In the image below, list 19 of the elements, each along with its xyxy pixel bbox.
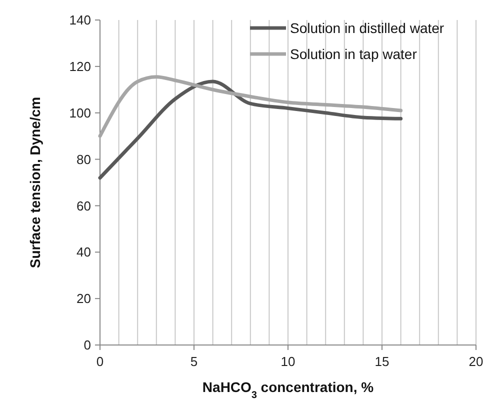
x-tick-label: 10 [280,354,296,369]
line-series [98,80,403,180]
y-tick-label: 20 [76,291,91,306]
x-tick-label: 0 [96,354,104,369]
x-tick-label: 15 [374,354,390,369]
x-axis-title: NaHCO$_{3}$ concentration, % [202,379,374,400]
line-series [98,75,403,138]
legend-label: Solution in tap water [290,46,418,62]
x-tick-label: 5 [190,354,198,369]
y-tick-label: 100 [69,105,91,120]
y-tick-label: 60 [76,198,91,214]
y-tick-label: 140 [69,12,91,28]
y-tick-label: 80 [76,152,91,167]
x-tick-label: 20 [468,354,484,369]
y-tick-label: 120 [69,58,91,74]
legend-label: Solution in distilled water [290,20,444,36]
y-tick-label: 0 [84,338,91,353]
y-tick-label: 40 [76,244,91,260]
y-axis-title: Surface tension, Dyne/cm [27,96,43,268]
